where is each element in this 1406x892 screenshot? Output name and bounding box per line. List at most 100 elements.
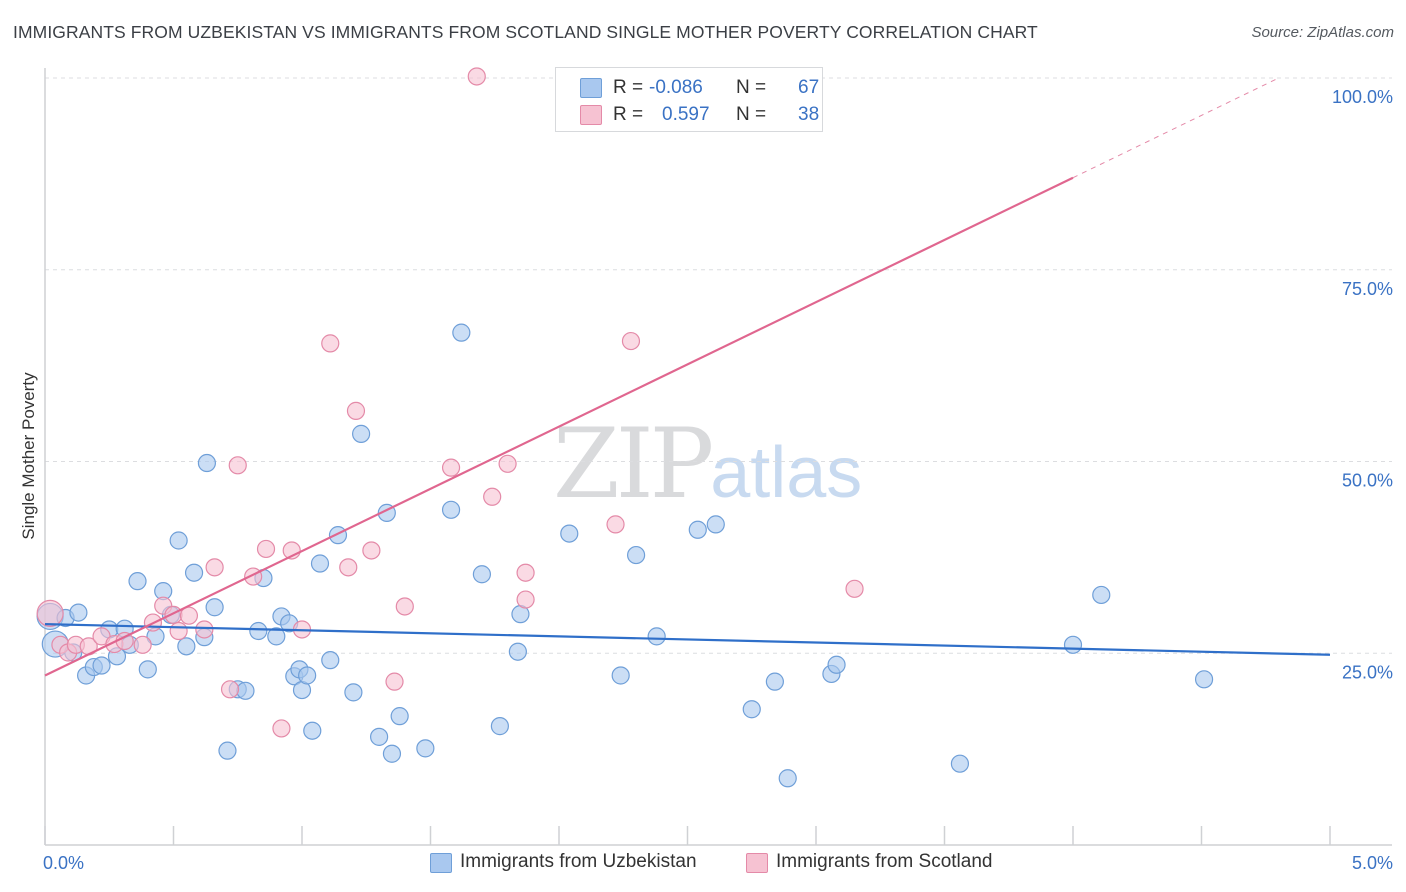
scotland-trend-line (44, 176, 1074, 677)
uzbekistan-point (128, 572, 147, 591)
scotland-point (498, 454, 517, 473)
uzbekistan-point (169, 531, 188, 550)
uzbekistan-point (778, 769, 797, 788)
uzbekistan-point (92, 656, 111, 675)
x-tick-label: 5.0% (1352, 853, 1393, 873)
uzbekistan-point (69, 603, 88, 622)
uzbekistan-point (390, 707, 409, 726)
legend-r-value: -0.086 (649, 77, 703, 98)
uzbekistan-point (472, 565, 491, 584)
y-tick-label: 50.0% (1342, 471, 1393, 491)
scotland-point (516, 590, 535, 609)
legend-swatch-pink (580, 105, 602, 125)
scotland-point (195, 620, 214, 639)
legend-r-label: R = (613, 104, 644, 125)
legend-n-value: 67 (798, 77, 820, 98)
uzbekistan-point (138, 660, 157, 679)
uzbekistan-point (742, 700, 761, 719)
uzbekistan-point (205, 598, 224, 617)
scotland-point (483, 487, 502, 506)
scotland-point (441, 458, 461, 477)
scotland-point (272, 719, 291, 738)
chart-title: IMMIGRANTS FROM UZBEKISTAN VS IMMIGRANTS… (13, 22, 1038, 42)
uzbekistan-point (1063, 635, 1083, 654)
uzbekistan-point (560, 524, 579, 543)
y-axis-label: Single Mother Poverty (19, 372, 38, 540)
uzbekistan-point (370, 727, 389, 746)
uzbekistan-point (352, 424, 371, 443)
uzbekistan-point (611, 666, 630, 685)
y-tick-label: 25.0% (1342, 662, 1393, 682)
scotland-point (467, 67, 486, 86)
uzbekistan-point (184, 563, 204, 582)
bottom-legend-label: Immigrants from Scotland (776, 851, 993, 872)
scotland-point (339, 558, 358, 577)
uzbekistan-point (706, 515, 725, 534)
watermark: ZIPatlas (553, 408, 862, 520)
uzbekistan-point (310, 554, 330, 573)
uzbekistan-point (688, 520, 707, 539)
uzbekistan-point (950, 754, 970, 773)
legend-n-value: 38 (798, 104, 820, 125)
scotland-point (845, 579, 864, 598)
legend-swatch-blue (580, 78, 602, 98)
scotland-point (346, 401, 366, 420)
scotland-point (169, 621, 188, 641)
scotland-point (205, 558, 224, 577)
bottom-legend-label: Immigrants from Uzbekistan (460, 851, 697, 872)
uzbekistan-point (298, 666, 317, 685)
uzbekistan-point (249, 621, 268, 641)
uzbekistan-point (267, 627, 286, 646)
scotland-point (516, 563, 535, 582)
bottom-legend-swatch-pink (746, 853, 768, 873)
uzbekistan-point (416, 739, 435, 758)
correlation-legend: R = -0.086 N = 67 R = 0.597 N = 38 (555, 67, 823, 132)
uzbekistan-point (1194, 670, 1214, 689)
scotland-point (321, 334, 340, 353)
uzbekistan-point (765, 672, 784, 691)
scotland-point (385, 672, 404, 691)
scotland-point (179, 606, 199, 625)
uzbekistan-point (344, 683, 363, 702)
uzbekistan-point (508, 642, 527, 661)
y-tick-label: 100.0% (1332, 87, 1393, 107)
uzbekistan-point (647, 627, 666, 646)
uzbekistan-point (303, 721, 322, 740)
uzbekistan-point (626, 545, 646, 565)
scotland-point (36, 599, 64, 627)
uzbekistan-point (197, 453, 217, 473)
scotland-point (164, 605, 183, 625)
uzbekistan-point (236, 681, 255, 700)
scotland-point (133, 635, 152, 654)
uzbekistan-point (827, 655, 846, 674)
scotland-trend-extension (1072, 77, 1279, 179)
uzbekistan-trend-line (44, 623, 1331, 656)
scotland-point (621, 331, 641, 351)
scotland-point (395, 597, 414, 616)
uzbekistan-point (452, 323, 471, 342)
uzbekistan-point (490, 717, 509, 736)
watermark-zip: ZIP (553, 408, 714, 520)
uzbekistan-point (441, 500, 461, 519)
legend-n-label: N = (736, 77, 767, 98)
legend-n-label: N = (736, 104, 767, 125)
uzbekistan-point (218, 741, 237, 760)
y-tick-label: 75.0% (1342, 279, 1393, 299)
x-tick-label: 0.0% (43, 853, 84, 873)
watermark-atlas: atlas (710, 433, 863, 513)
y-axis-label-wrap: Single Mother Poverty (0, 0, 38, 892)
scotland-point (220, 680, 240, 699)
scotland-point (362, 541, 381, 560)
uzbekistan-point (177, 637, 196, 656)
uzbekistan-point (321, 651, 340, 670)
legend-r-value: 0.597 (662, 104, 710, 125)
scotland-point (256, 539, 276, 559)
bottom-legend-swatch-blue (430, 853, 452, 873)
scotland-point (606, 515, 625, 534)
scotland-point (228, 456, 247, 475)
uzbekistan-point (382, 744, 402, 763)
uzbekistan-point (1092, 585, 1111, 605)
legend-r-label: R = (613, 77, 644, 98)
uzbekistan-point (328, 526, 348, 545)
